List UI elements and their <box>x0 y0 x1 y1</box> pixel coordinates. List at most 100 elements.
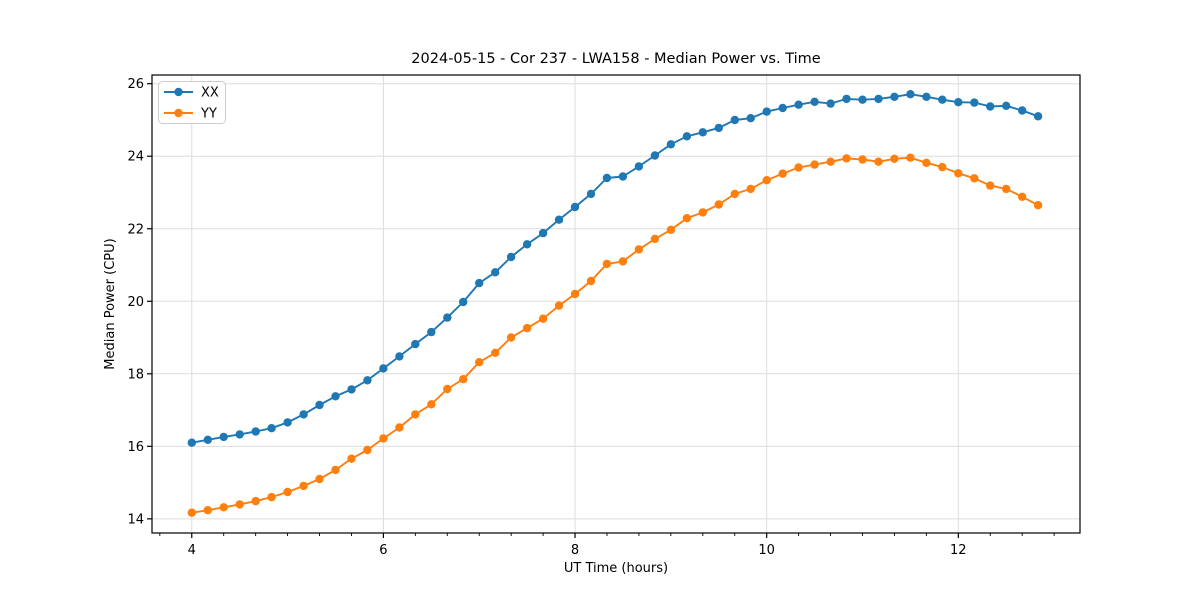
data-point <box>475 358 484 367</box>
data-point <box>187 508 196 517</box>
data-point <box>954 98 963 107</box>
data-point <box>890 154 899 163</box>
data-point <box>858 155 867 164</box>
data-point <box>203 506 212 515</box>
data-point <box>491 268 500 277</box>
data-point <box>235 500 244 509</box>
y-axis-label: Median Power (CPU) <box>103 238 118 369</box>
data-point <box>826 99 835 108</box>
data-point <box>650 234 660 244</box>
data-point <box>650 151 660 160</box>
data-point <box>778 169 787 178</box>
data-point <box>379 434 388 443</box>
data-point <box>363 376 372 385</box>
y-tick-label: 16 <box>127 440 144 455</box>
data-point <box>938 162 947 172</box>
data-point <box>922 92 931 102</box>
data-point <box>538 228 548 238</box>
data-point <box>1002 101 1011 111</box>
y-tick-label: 20 <box>127 295 144 310</box>
legend-label: YY <box>200 107 217 122</box>
data-point <box>219 432 228 442</box>
data-point <box>1033 112 1043 121</box>
legend: XX YY <box>158 81 226 124</box>
data-point <box>1018 192 1027 201</box>
data-point <box>858 95 867 104</box>
data-point <box>698 208 707 217</box>
data-point <box>986 102 995 111</box>
data-point <box>730 189 739 199</box>
legend-marker <box>174 87 183 97</box>
legend-entries: XX YY <box>164 86 219 122</box>
data-point <box>251 496 260 506</box>
data-point <box>1033 201 1043 210</box>
data-point <box>379 364 388 373</box>
data-point <box>554 215 564 224</box>
data-point <box>267 424 276 433</box>
data-point <box>874 157 883 166</box>
data-point <box>666 140 676 149</box>
x-tick-label: 8 <box>571 543 579 558</box>
data-point <box>459 297 468 307</box>
data-point <box>810 160 819 169</box>
y-tick-label: 24 <box>127 150 144 165</box>
data-point <box>634 245 644 254</box>
data-point <box>443 313 452 322</box>
data-point <box>634 162 644 171</box>
data-point <box>682 132 692 141</box>
plot-area <box>152 75 1080 533</box>
data-point <box>906 153 915 162</box>
data-point <box>443 384 452 394</box>
data-point <box>826 157 835 166</box>
data-point <box>762 107 771 116</box>
data-point <box>522 323 532 333</box>
data-point <box>506 333 516 342</box>
data-point <box>491 348 500 357</box>
data-point <box>586 276 596 286</box>
data-point <box>954 169 963 178</box>
series-lines <box>187 90 1043 517</box>
data-point <box>1002 184 1011 194</box>
data-point <box>267 492 276 502</box>
data-point <box>363 445 372 455</box>
data-point <box>794 100 803 109</box>
legend-marker <box>174 108 183 118</box>
data-point <box>315 474 324 484</box>
axis-ticks <box>147 83 1055 538</box>
x-tick-label: 12 <box>950 543 967 558</box>
data-point <box>986 181 995 190</box>
series-xx <box>187 90 1043 447</box>
data-point <box>1018 106 1027 115</box>
data-point <box>570 202 580 212</box>
data-point <box>506 252 516 262</box>
y-tick-label: 18 <box>127 367 144 382</box>
x-tick-label: 6 <box>379 543 387 558</box>
data-point <box>938 95 947 104</box>
data-point <box>459 375 468 384</box>
data-point <box>874 94 883 104</box>
data-point <box>187 438 196 447</box>
data-point <box>235 430 244 439</box>
y-tick-labels: 14 16 18 20 22 24 26 <box>127 77 144 527</box>
data-point <box>586 189 596 199</box>
data-point <box>347 454 356 463</box>
data-point <box>778 103 787 113</box>
data-point <box>794 163 803 172</box>
grid-lines <box>152 75 1080 533</box>
data-point <box>283 418 292 427</box>
y-tick-label: 14 <box>127 512 144 527</box>
data-point <box>602 173 612 183</box>
data-point <box>283 487 292 497</box>
y-tick-label: 22 <box>127 222 144 237</box>
data-point <box>714 200 723 209</box>
data-point <box>203 435 212 444</box>
legend-entry-yy: YY <box>164 107 217 122</box>
data-point <box>570 289 580 299</box>
data-point <box>411 410 420 419</box>
data-point <box>427 327 436 337</box>
data-point <box>475 278 484 288</box>
data-point <box>970 174 979 183</box>
x-tick-label: 4 <box>188 543 196 558</box>
